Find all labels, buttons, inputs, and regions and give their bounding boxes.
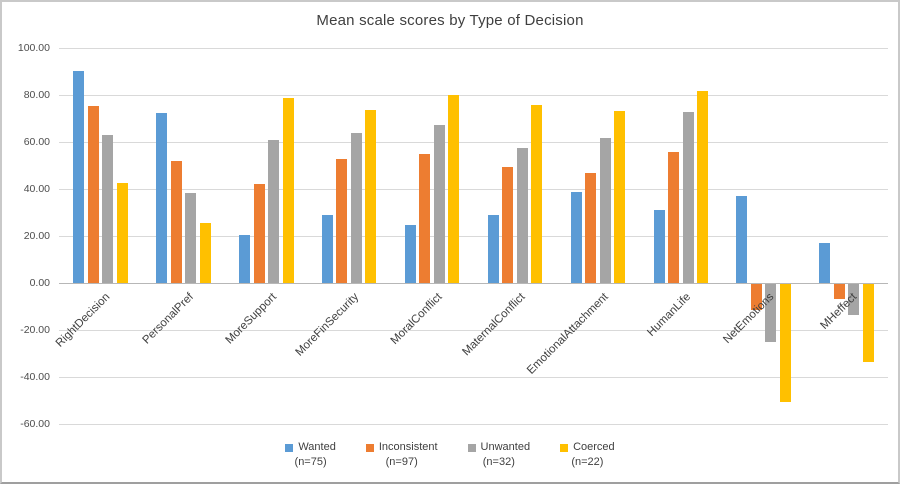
bar-coerced-netemotions — [780, 284, 791, 402]
category-label-humanlife: HumanLife — [645, 291, 694, 339]
bar-wanted-personalpref — [156, 113, 167, 283]
legend-n-label: (n=75) — [294, 456, 327, 469]
legend-label: Unwanted — [480, 441, 531, 453]
bar-unwanted-personalpref — [185, 193, 196, 283]
bar-unwanted-humanlife — [683, 112, 694, 283]
y-tick-label: 60.00 — [23, 136, 50, 148]
category-label-maternalconflict: MaternalConflict — [460, 291, 528, 359]
bar-unwanted-morefinsecurity — [351, 133, 362, 283]
y-tick-label: 40.00 — [23, 183, 50, 195]
legend-swatch-inconsistent — [365, 443, 374, 452]
bar-unwanted-netemotions — [765, 284, 776, 342]
bar-coerced-emotionalattachment — [614, 111, 625, 283]
bar-unwanted-rightdecision — [102, 135, 113, 283]
x-axis-line — [59, 283, 888, 284]
gridline — [59, 377, 888, 378]
bar-wanted-humanlife — [654, 210, 665, 283]
legend-n-label: (n=97) — [385, 456, 418, 469]
legend-swatch-coerced — [560, 443, 569, 452]
bar-inconsistent-personalpref — [171, 161, 182, 283]
bar-wanted-emotionalattachment — [571, 192, 582, 283]
bar-inconsistent-moralconflict — [419, 154, 430, 283]
bar-coerced-rightdecision — [117, 183, 128, 283]
category-label-personalpref: PersonalPref — [139, 291, 196, 347]
bar-wanted-morefinsecurity — [322, 215, 333, 283]
bar-inconsistent-moresupport — [254, 184, 265, 283]
legend-item-coerced: Coerced (n=22) — [560, 440, 615, 470]
legend-item-inconsistent: Inconsistent (n=97) — [365, 440, 438, 470]
category-label-moresupport: MoreSupport — [222, 291, 279, 347]
gridline — [59, 48, 888, 49]
category-label-emotionalattachment: EmotionalAttachment — [524, 291, 611, 377]
bar-inconsistent-rightdecision — [88, 106, 99, 283]
category-label-rightdecision: RightDecision — [53, 291, 113, 350]
bar-inconsistent-maternalconflict — [502, 167, 513, 283]
gridline — [59, 330, 888, 331]
chart-legend: Wanted (n=75) Inconsistent (n=97) Unwanted (n… — [2, 440, 898, 470]
legend-n-label: (n=22) — [571, 456, 604, 469]
legend-item-unwanted: Unwanted (n=32) — [467, 440, 531, 470]
bar-unwanted-moresupport — [268, 140, 279, 283]
legend-swatch-unwanted — [467, 443, 476, 452]
y-tick-label: -20.00 — [20, 324, 50, 336]
gridline — [59, 236, 888, 237]
bar-wanted-maternalconflict — [488, 215, 499, 283]
gridline — [59, 142, 888, 143]
bar-coerced-moresupport — [283, 98, 294, 283]
legend-label: Wanted — [298, 441, 336, 453]
bar-wanted-moresupport — [239, 235, 250, 283]
category-label-morefinsecurity: MoreFinSecurity — [293, 291, 362, 359]
bar-wanted-rightdecision — [73, 71, 84, 283]
legend-label: Coerced — [573, 441, 615, 453]
gridline — [59, 95, 888, 96]
y-tick-label: 100.00 — [17, 42, 50, 54]
bar-coerced-humanlife — [697, 91, 708, 283]
bar-coerced-maternalconflict — [531, 105, 542, 283]
bar-unwanted-emotionalattachment — [600, 138, 611, 283]
y-tick-label: 20.00 — [23, 230, 50, 242]
bar-unwanted-maternalconflict — [517, 148, 528, 283]
bar-wanted-moralconflict — [405, 225, 416, 283]
bar-unwanted-moralconflict — [434, 125, 445, 283]
bar-coerced-morefinsecurity — [365, 110, 376, 283]
bar-coerced-moralconflict — [448, 95, 459, 283]
y-tick-label: -40.00 — [20, 371, 50, 383]
bar-unwanted-mheffect — [848, 284, 859, 315]
bar-inconsistent-emotionalattachment — [585, 173, 596, 283]
bar-inconsistent-netemotions — [751, 284, 762, 310]
bar-coerced-mheffect — [863, 284, 874, 362]
chart-title: Mean scale scores by Type of Decision — [316, 12, 584, 29]
gridline — [59, 424, 888, 425]
legend-item-wanted: Wanted (n=75) — [285, 440, 336, 470]
bar-inconsistent-mheffect — [834, 284, 845, 299]
legend-n-label: (n=32) — [482, 456, 515, 469]
bar-inconsistent-humanlife — [668, 152, 679, 283]
legend-label: Inconsistent — [378, 441, 438, 453]
bar-inconsistent-morefinsecurity — [336, 159, 347, 283]
category-label-moralconflict: MoralConflict — [388, 291, 445, 347]
bar-wanted-mheffect — [819, 243, 830, 283]
bar-wanted-netemotions — [736, 196, 747, 283]
bar-coerced-personalpref — [200, 223, 211, 283]
y-tick-label: 80.00 — [23, 89, 50, 101]
legend-swatch-wanted — [285, 443, 294, 452]
gridline — [59, 189, 888, 190]
y-tick-label: -60.00 — [20, 418, 50, 430]
y-tick-label: 0.00 — [29, 277, 50, 289]
